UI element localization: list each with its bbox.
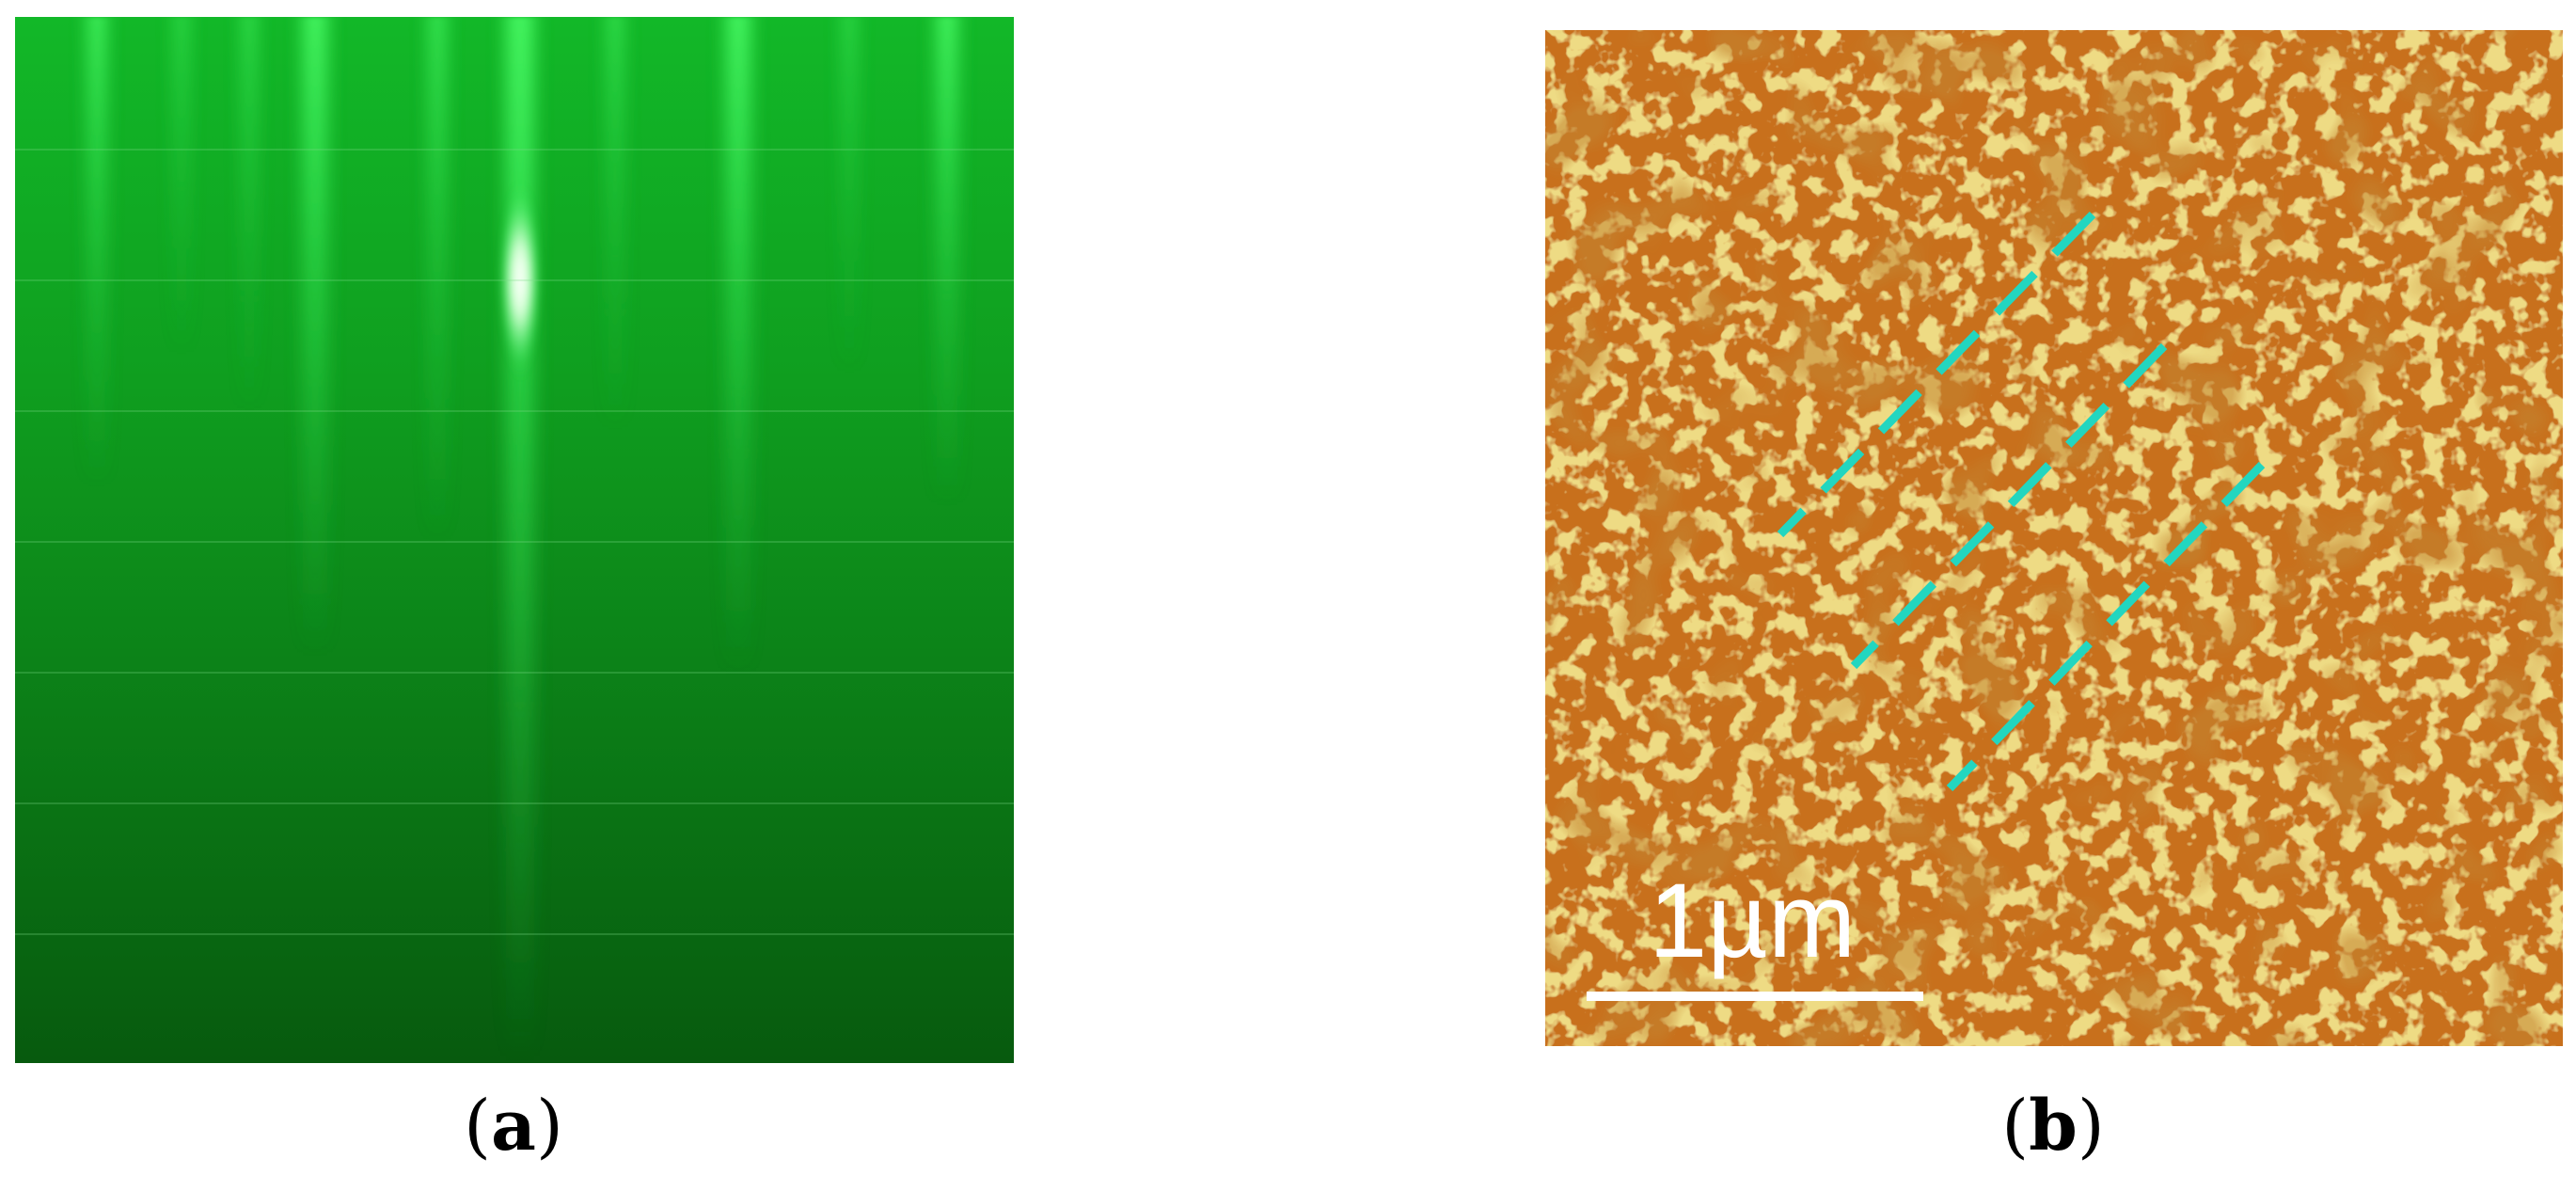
rheed-pattern-image (15, 17, 1014, 1063)
diffraction-streaks (88, 17, 957, 1063)
scale-bar-label: 1µm (1649, 862, 1856, 979)
shadow-texture (1545, 30, 2563, 1046)
caption-b-close: ) (2077, 1086, 2105, 1167)
caption-b: (b) (1959, 1091, 2147, 1161)
dashed-line-1 (1777, 211, 2096, 538)
caption-a: (a) (419, 1091, 608, 1161)
grid-lines (15, 149, 1014, 935)
specular-spot (499, 194, 541, 367)
caption-a-open: ( (464, 1086, 492, 1167)
caption-b-open: ( (2001, 1086, 2030, 1167)
dashed-guide-lines (1777, 211, 2266, 792)
caption-a-letter: a (491, 1086, 536, 1167)
caption-b-letter: b (2029, 1086, 2078, 1167)
scale-bar (1587, 992, 1923, 1001)
rheed-pattern-graphic (15, 17, 1014, 1063)
dashed-line-3 (1946, 461, 2266, 792)
afm-topography-graphic: 1µm (1545, 30, 2563, 1046)
dashed-line-2 (1850, 342, 2168, 670)
afm-topography-image: 1µm (1545, 30, 2563, 1046)
caption-a-close: ) (535, 1086, 563, 1167)
